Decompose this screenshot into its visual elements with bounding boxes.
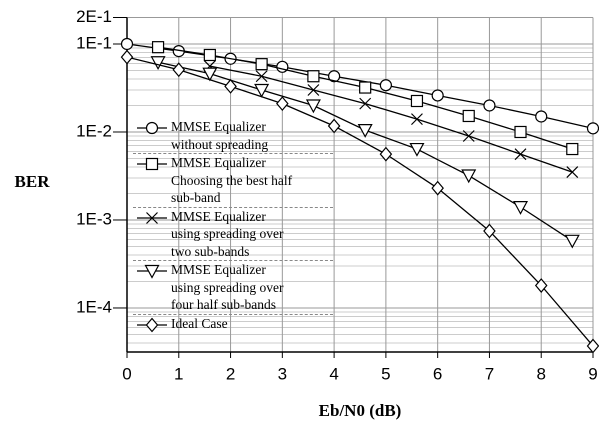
marker — [307, 70, 320, 83]
legend-entry: MMSE Equalizer using spreading over four… — [133, 261, 333, 315]
legend: MMSE Equalizer without spreading MMSE Equ… — [133, 118, 333, 332]
marker — [514, 148, 527, 161]
marker — [254, 83, 270, 98]
y-tick-label: 2E-1 — [76, 7, 112, 26]
marker — [535, 110, 548, 123]
x-tick-label: 2 — [226, 364, 235, 383]
marker — [513, 201, 529, 215]
legend-icon — [137, 157, 167, 171]
marker — [461, 169, 477, 184]
x-tick-label: 0 — [122, 364, 131, 383]
marker — [410, 94, 424, 108]
marker — [409, 142, 425, 157]
marker — [255, 70, 268, 83]
y-tick-label: 1E-3 — [76, 209, 112, 228]
marker — [224, 78, 237, 94]
marker — [564, 234, 580, 249]
x-tick-label: 8 — [536, 364, 545, 383]
legend-label: MMSE Equalizer Choosing the best half su… — [171, 155, 293, 205]
marker — [120, 49, 134, 65]
legend-entry: MMSE Equalizer Choosing the best half su… — [133, 154, 333, 208]
marker — [357, 124, 373, 138]
marker — [276, 60, 289, 73]
marker — [431, 180, 444, 196]
legend-label: MMSE Equalizer without spreading — [171, 119, 269, 152]
marker — [145, 121, 159, 135]
marker — [483, 223, 496, 239]
x-tick-label: 7 — [485, 364, 494, 383]
marker — [359, 81, 372, 94]
marker — [145, 157, 159, 171]
x-tick-label: 3 — [278, 364, 287, 383]
legend-icon — [137, 121, 167, 135]
marker — [514, 125, 527, 139]
y-tick-label: 1E-4 — [76, 297, 112, 316]
marker — [411, 113, 423, 126]
marker — [202, 67, 218, 82]
marker — [145, 317, 159, 332]
legend-icon — [137, 211, 167, 224]
marker — [359, 97, 372, 110]
marker — [586, 338, 599, 354]
marker — [586, 122, 599, 135]
legend-label: MMSE Equalizer using spreading over two … — [171, 208, 284, 259]
y-tick-label: 1E-2 — [76, 121, 112, 140]
x-tick-label: 4 — [329, 364, 338, 383]
legend-label: MMSE Equalizer using spreading over four… — [171, 262, 284, 312]
legend-label: Ideal Case — [171, 315, 228, 331]
series-line — [126, 56, 594, 347]
marker — [144, 264, 160, 279]
series-line — [209, 65, 573, 173]
marker — [566, 142, 579, 156]
x-axis-label: Eb/N0 (dB) — [319, 401, 402, 420]
marker — [431, 89, 444, 102]
marker — [276, 96, 289, 112]
y-tick-label: 1E-1 — [76, 33, 112, 52]
marker — [534, 278, 548, 293]
marker — [379, 79, 392, 92]
x-tick-label: 1 — [174, 364, 183, 383]
marker — [120, 37, 134, 51]
legend-entry: Ideal Case — [133, 315, 333, 333]
marker — [462, 130, 475, 142]
marker — [146, 211, 158, 224]
marker — [305, 99, 321, 114]
marker — [172, 62, 186, 78]
x-tick-label: 9 — [588, 364, 597, 383]
marker — [307, 84, 320, 96]
marker — [483, 99, 496, 112]
legend-entry: MMSE Equalizer without spreading — [133, 118, 333, 154]
legend-icon — [137, 264, 167, 279]
legend-entry: MMSE Equalizer using spreading over two … — [133, 208, 333, 261]
y-axis-label: BER — [15, 172, 51, 191]
marker — [379, 146, 393, 162]
marker — [203, 48, 216, 62]
marker — [328, 70, 341, 83]
x-tick-label: 5 — [381, 364, 390, 383]
legend-icon — [137, 317, 167, 332]
marker — [151, 41, 165, 54]
marker — [566, 166, 579, 179]
marker — [462, 109, 475, 123]
x-tick-label: 6 — [433, 364, 442, 383]
marker — [255, 58, 268, 71]
marker — [150, 56, 166, 71]
marker — [327, 118, 341, 134]
